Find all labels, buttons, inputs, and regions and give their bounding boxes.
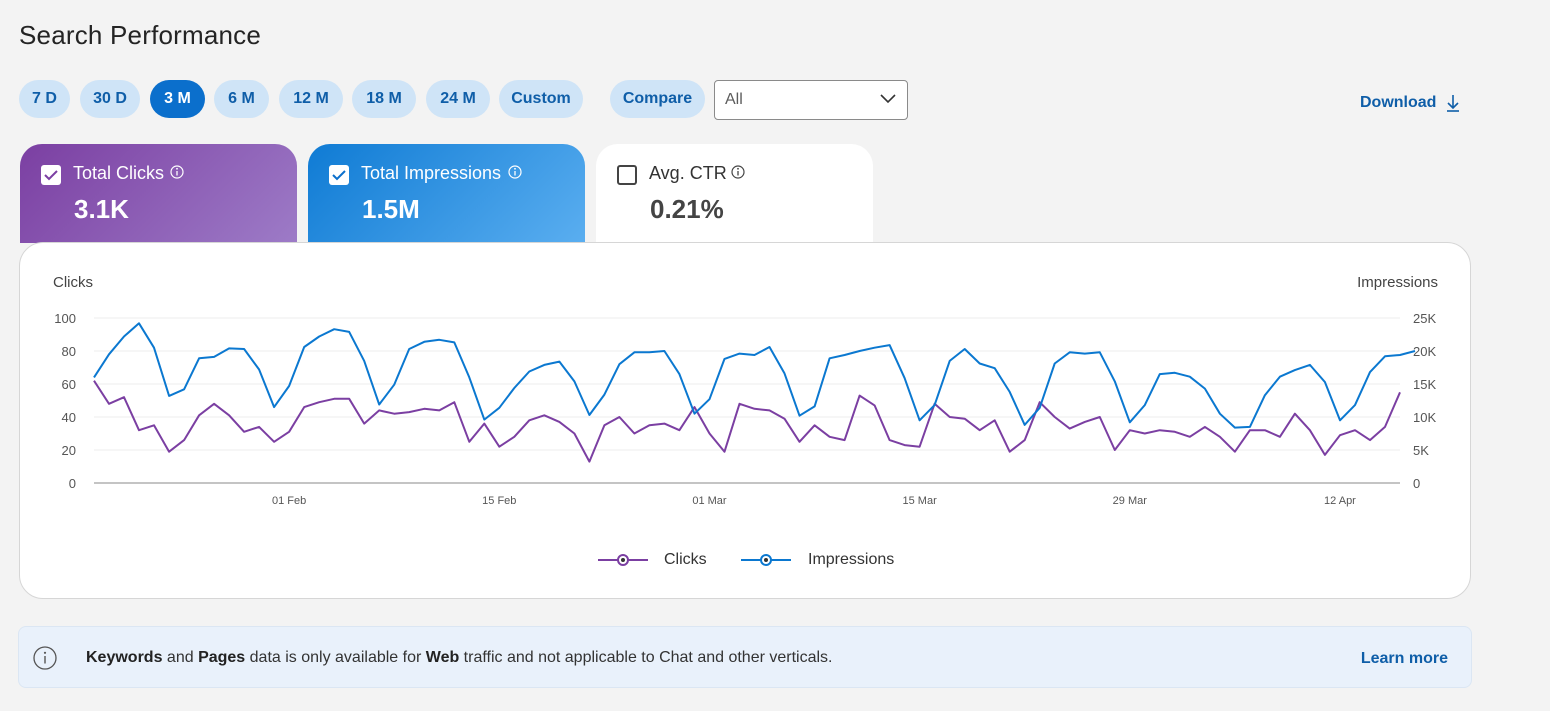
filter-select[interactable]: All [714, 80, 908, 120]
range-18m-button[interactable]: 18 M [352, 80, 416, 118]
x-tick-label: 15 Mar [903, 495, 938, 507]
range-30d-button[interactable]: 30 D [80, 80, 140, 118]
right-tick-label: 15K [1413, 377, 1436, 392]
left-tick-label: 60 [62, 377, 76, 392]
left-tick-label: 80 [62, 344, 76, 359]
info-message: Keywords and Pages data is only availabl… [86, 649, 833, 667]
x-tick-label: 12 Apr [1324, 495, 1356, 507]
legend-clicks-marker-icon [598, 554, 648, 566]
total-impressions-checkbox[interactable] [329, 165, 349, 185]
info-tail: traffic and not applicable to Chat and o… [459, 649, 833, 666]
left-tick-label: 40 [62, 410, 76, 425]
range-24m-button[interactable]: 24 M [426, 80, 490, 118]
left-tick-label: 0 [69, 476, 76, 491]
avg-ctr-label: Avg. CTR [649, 163, 727, 183]
compare-button[interactable]: Compare [610, 80, 705, 118]
left-tick-label: 20 [62, 443, 76, 458]
total-impressions-card[interactable]: Total Impressions 1.5M [308, 144, 585, 243]
download-button[interactable]: Download [1360, 92, 1460, 114]
range-12m-button[interactable]: 12 M [279, 80, 343, 118]
total-impressions-value: 1.5M [362, 194, 420, 224]
x-tick-label: 29 Mar [1113, 495, 1148, 507]
right-tick-label: 0 [1413, 476, 1420, 491]
chart-panel: Clicks Impressions 100 25K 80 20K 60 15K 40 10K… [19, 242, 1471, 599]
right-tick-label: 20K [1413, 344, 1436, 359]
checkmark-icon [332, 170, 346, 181]
x-tick-label: 01 Mar [692, 495, 727, 507]
info-and: and [162, 649, 199, 666]
checkmark-icon [44, 170, 58, 181]
range-7d-button[interactable]: 7 D [19, 80, 70, 118]
filter-select-value: All [725, 91, 743, 108]
range-6m-button[interactable]: 6 M [214, 80, 269, 118]
right-tick-label: 5K [1413, 443, 1429, 458]
legend-clicks[interactable]: Clicks [598, 550, 707, 570]
total-clicks-value: 3.1K [74, 194, 129, 224]
total-clicks-label: Total Clicks [73, 163, 165, 183]
page-title: Search Performance [19, 20, 262, 50]
avg-ctr-checkbox[interactable] [617, 165, 637, 185]
total-impressions-label: Total Impressions [361, 163, 502, 183]
right-tick-label: 10K [1413, 410, 1436, 425]
legend-impressions-label: Impressions [808, 551, 895, 568]
impressions-series-line[interactable] [93, 322, 1416, 429]
legend-clicks-label: Clicks [664, 551, 707, 568]
info-mid: data is only available for [245, 649, 426, 666]
performance-chart: Clicks Impressions 100 25K 80 20K 60 15K 40 10K… [53, 274, 1438, 507]
avg-ctr-card[interactable]: Avg. CTR 0.21% [596, 144, 873, 243]
download-label: Download [1360, 94, 1437, 111]
right-tick-label: 25K [1413, 311, 1436, 326]
total-clicks-card[interactable]: Total Clicks 3.1K [20, 144, 297, 243]
range-custom-button[interactable]: Custom [499, 80, 583, 118]
info-icon [33, 646, 57, 670]
info-icon[interactable] [508, 165, 522, 179]
learn-more-link[interactable]: Learn more [1360, 650, 1448, 667]
info-keywords: Keywords [86, 649, 163, 666]
info-web: Web [425, 649, 460, 666]
right-axis-title: Impressions [1357, 274, 1438, 291]
avg-ctr-value: 0.21% [650, 194, 724, 224]
range-3m-button[interactable]: 3 M [150, 80, 205, 118]
info-icon[interactable] [170, 165, 184, 179]
x-tick-label: 01 Feb [272, 495, 306, 507]
download-icon [1447, 95, 1460, 112]
info-banner: Keywords and Pages data is only availabl… [18, 626, 1472, 688]
left-tick-label: 100 [54, 311, 76, 326]
left-axis-title: Clicks [53, 274, 93, 291]
total-clicks-checkbox[interactable] [41, 165, 61, 185]
legend-impressions-marker-icon [741, 554, 791, 566]
legend-impressions[interactable]: Impressions [741, 550, 894, 570]
x-tick-label: 15 Feb [482, 495, 516, 507]
info-pages: Pages [198, 649, 246, 666]
chevron-down-icon [880, 94, 896, 104]
info-icon[interactable] [731, 165, 745, 179]
clicks-series-line[interactable] [93, 380, 1401, 463]
